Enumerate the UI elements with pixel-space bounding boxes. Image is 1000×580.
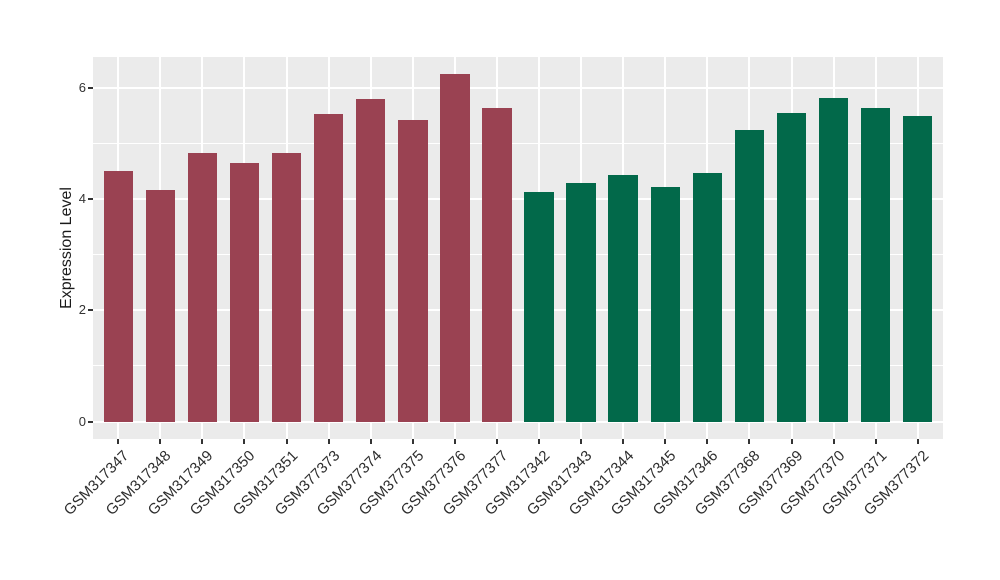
- x-tick: [411, 439, 414, 444]
- bar-GSM377369: [776, 112, 807, 422]
- y-tick-label: 0: [78, 413, 86, 429]
- x-tick: [201, 439, 204, 444]
- minor-gridline: [93, 142, 943, 144]
- bar-GSM317347: [103, 170, 133, 422]
- x-tick: [580, 439, 583, 444]
- x-tick: [453, 439, 456, 444]
- bar-GSM317349: [187, 153, 218, 422]
- x-tick: [622, 439, 625, 444]
- x-tick: [748, 439, 751, 444]
- x-tick: [327, 439, 330, 444]
- bar-GSM377376: [440, 74, 470, 422]
- minor-gridline: [93, 254, 943, 256]
- y-tick: [88, 420, 93, 423]
- x-tick: [243, 439, 246, 444]
- x-tick: [706, 439, 709, 444]
- x-tick: [916, 439, 919, 444]
- bar-GSM317342: [524, 191, 554, 422]
- bar-GSM377368: [734, 130, 765, 422]
- y-tick-label: 2: [78, 302, 86, 318]
- major-gridline: [93, 309, 943, 312]
- y-tick: [88, 309, 93, 312]
- bar-GSM377372: [903, 116, 933, 422]
- major-gridline: [93, 420, 943, 423]
- y-tick-label: 4: [78, 191, 86, 207]
- y-tick: [88, 198, 93, 201]
- y-tick: [88, 86, 93, 89]
- bar-GSM377371: [860, 107, 891, 422]
- bar-GSM317346: [692, 172, 723, 422]
- x-tick: [285, 439, 288, 444]
- bar-GSM377373: [313, 113, 344, 422]
- bar-GSM317345: [650, 187, 680, 422]
- x-tick: [495, 439, 498, 444]
- x-tick: [664, 439, 667, 444]
- bar-GSM317344: [608, 175, 638, 422]
- plot-panel: [93, 57, 943, 439]
- y-tick-label: 6: [78, 79, 86, 95]
- bar-GSM317348: [145, 189, 176, 422]
- major-gridline: [93, 198, 943, 201]
- major-gridline: [93, 86, 943, 89]
- x-tick: [369, 439, 372, 444]
- bar-GSM317343: [566, 182, 596, 422]
- bar-GSM377377: [482, 108, 512, 422]
- x-tick: [832, 439, 835, 444]
- x-tick: [159, 439, 162, 444]
- bar-GSM377375: [398, 119, 428, 422]
- x-tick: [117, 439, 120, 444]
- bar-GSM377374: [355, 99, 386, 422]
- x-tick: [874, 439, 877, 444]
- minor-gridline: [93, 365, 943, 367]
- bar-GSM317351: [271, 153, 302, 422]
- bar-GSM317350: [229, 162, 260, 422]
- bar-GSM377370: [818, 97, 849, 422]
- x-tick: [538, 439, 541, 444]
- x-tick: [790, 439, 793, 444]
